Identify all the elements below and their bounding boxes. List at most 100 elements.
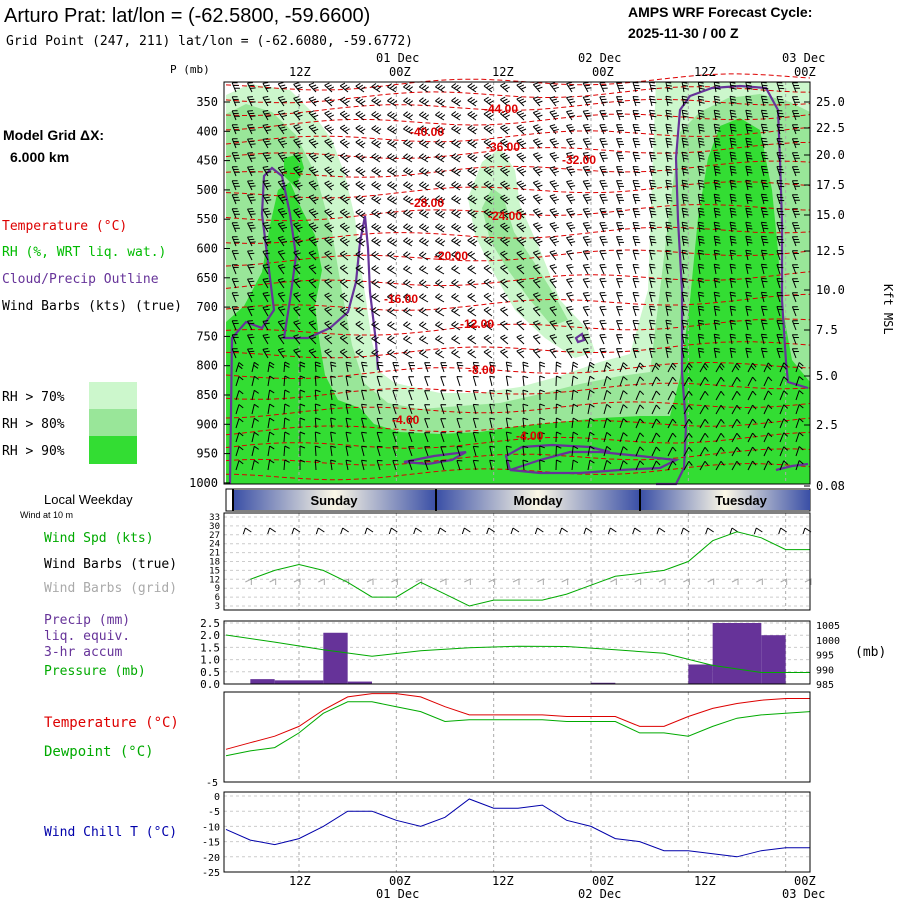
wind-barb-152	[308, 250, 317, 261]
wind-barb-10m-16	[632, 527, 641, 535]
wind-barb-363	[424, 460, 431, 471]
temperature-label-1: -40.00	[410, 125, 444, 139]
wind-barb-69	[262, 264, 270, 275]
wind-barb-715	[632, 292, 640, 303]
wind-barb-384	[440, 362, 448, 373]
wind-barb-455	[483, 180, 494, 191]
temperature-contour-19	[225, 431, 811, 449]
wind-barb-111	[283, 459, 290, 471]
wind-barb-438	[467, 334, 477, 345]
wind-barb-373	[435, 209, 446, 219]
wind-barb-10m-14	[583, 527, 593, 535]
wind-barb-889	[731, 376, 741, 387]
wind-barb-621	[582, 152, 592, 163]
temperature-contour-16	[225, 382, 811, 400]
wind-barb-406	[451, 279, 461, 289]
wind-barb-100	[277, 306, 286, 317]
wind-barb-1006	[795, 446, 804, 457]
wind-barb-31	[247, 124, 256, 135]
wind-barb-956	[776, 138, 785, 149]
wind-barb-538	[532, 166, 543, 177]
wind-barb-474	[489, 445, 496, 457]
wind-barb-64	[262, 194, 272, 205]
wind-barb-840	[713, 81, 721, 93]
wind-barb-197	[339, 96, 350, 107]
wind-barb-446	[472, 445, 479, 457]
wind-barb-147	[308, 180, 319, 191]
wind-barb-71	[262, 292, 270, 303]
wind-barb-587	[555, 459, 562, 471]
wind-barb-894	[731, 446, 741, 457]
wind-barb-1001	[795, 376, 804, 387]
wind-barb-610	[571, 389, 579, 401]
wind-barb-196	[339, 82, 350, 93]
wind-barb-321	[403, 265, 413, 275]
cycle-label: AMPS WRF Forecast Cycle:	[628, 4, 812, 20]
wind-barb-97	[277, 264, 286, 275]
wind-barb-785	[681, 95, 689, 107]
wind-barb-867	[715, 460, 725, 471]
wind-barb-447	[472, 459, 479, 471]
wind-barb-505	[516, 96, 527, 107]
wind-barb-426	[467, 166, 478, 177]
wind-barb-907	[745, 235, 753, 247]
wind-barb-167	[314, 459, 321, 471]
wind-barb-624	[582, 194, 592, 205]
wind-barb-299	[387, 349, 397, 359]
wind-barb-588	[566, 82, 576, 93]
wind-barb-776	[667, 362, 677, 373]
wind-barb-763	[665, 179, 673, 191]
wind-barb-1007	[795, 460, 804, 471]
wind-barb-692	[619, 362, 628, 373]
wind-barb-198	[339, 110, 350, 121]
height-tick-1: 22.5	[816, 121, 845, 135]
legend-cloud: Cloud/Precip Outline	[2, 272, 159, 287]
wind-barb-49	[251, 375, 259, 387]
wind-barb-161	[314, 375, 321, 387]
wind-barb-982	[791, 110, 800, 121]
wind-barb-623	[582, 180, 592, 191]
wind-barb-810	[683, 446, 693, 457]
wind-barb-985	[791, 152, 800, 163]
wind-barb-367	[435, 125, 446, 135]
wind-barb-898	[745, 109, 753, 121]
wind-barb-235	[355, 236, 366, 247]
wind-barb-568	[549, 194, 559, 205]
wind-barb-1003	[795, 404, 804, 415]
wind-barb-945	[763, 376, 773, 387]
wind-barb-921	[747, 432, 757, 443]
wind-barb-864	[715, 418, 725, 429]
bottom-date-3: 03 Dec	[782, 887, 825, 900]
wind-barb-618	[582, 110, 592, 121]
wind-barb-702	[632, 110, 641, 121]
wind-barb-458	[483, 222, 494, 233]
temperature-axis-tick: -5	[206, 778, 218, 789]
wind-barb-674	[616, 110, 625, 121]
wind-barb-604	[566, 306, 574, 317]
wind-barb-703	[632, 124, 641, 135]
wind-barb-211	[339, 292, 349, 303]
wind-barb-813	[697, 95, 705, 107]
wind-barb-192	[330, 417, 336, 429]
wind-barb-23	[235, 404, 244, 415]
wind-barb-125	[293, 264, 301, 275]
wind-barb-884	[729, 305, 737, 317]
wind-barb-559	[539, 459, 545, 471]
wind-barb-244	[361, 361, 368, 373]
wind-barb-84	[277, 82, 288, 93]
wind-barb-662	[599, 334, 607, 345]
pressure-line	[225, 634, 810, 673]
wind-barb-855	[713, 291, 721, 303]
wind-barb-441	[472, 375, 479, 387]
wind-barb-456	[483, 194, 494, 205]
wind-speed-label: Wind Spd (kts)	[44, 531, 154, 546]
wind-barb-176	[324, 194, 335, 205]
wind-barb-309	[403, 97, 414, 107]
wind-barb-555	[539, 403, 545, 415]
wind-barb-915	[745, 347, 752, 359]
wind-barb-246	[361, 389, 367, 401]
temperature-contour-14	[225, 341, 811, 359]
wind-barb-452	[483, 138, 494, 149]
precip-panel: Precip (mm) liq. equiv. 3-hr accum Press…	[44, 613, 886, 691]
wind-barb-10m-4	[340, 527, 349, 535]
